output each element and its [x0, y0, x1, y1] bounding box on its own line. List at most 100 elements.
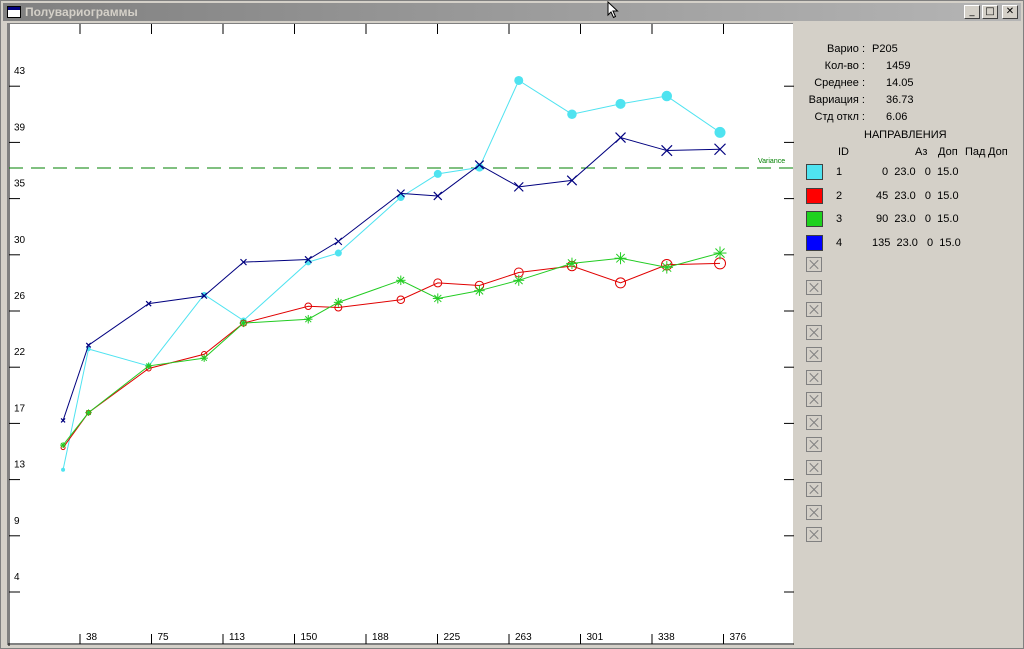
data-point	[396, 189, 405, 198]
data-point	[397, 193, 405, 202]
stat-row: Стд откл : 6.06	[794, 111, 1021, 127]
data-point	[474, 160, 485, 170]
window-controls: _ □ ✕	[964, 5, 1018, 19]
data-point	[615, 98, 626, 109]
maximize-button[interactable]: □	[982, 5, 998, 19]
empty-slot-checkbox[interactable]	[806, 257, 822, 272]
x-tick-label: 75	[158, 632, 170, 643]
data-point	[304, 255, 312, 264]
directions-heading: НАПРАВЛЕНИЯ	[864, 129, 947, 141]
empty-slot-checkbox[interactable]	[806, 437, 822, 452]
data-point	[660, 261, 674, 274]
stat-value: 36.73	[886, 94, 914, 106]
col-header-azimuth: Аз	[915, 146, 928, 158]
direction-row[interactable]: 1 0 23.0 0 15.0	[794, 164, 1021, 182]
direction-params: 45 23.0 0 15.0	[876, 189, 959, 202]
direction-id: 3	[836, 213, 843, 225]
direction-color-swatch[interactable]	[806, 164, 823, 180]
col-header-azimuth-tolerance: Доп	[938, 146, 958, 158]
direction-color-swatch[interactable]	[806, 211, 823, 227]
y-tick-label: 17	[14, 403, 26, 414]
data-point	[61, 467, 66, 472]
data-point	[85, 342, 92, 348]
empty-slot-checkbox[interactable]	[806, 482, 822, 497]
data-point	[661, 90, 673, 102]
empty-slot-checkbox[interactable]	[806, 392, 822, 407]
stat-label: Вариация :	[808, 94, 865, 106]
empty-slot-checkbox[interactable]	[806, 347, 822, 362]
data-point	[85, 409, 92, 416]
data-point	[145, 300, 152, 307]
col-header-id: ID	[838, 146, 849, 158]
close-button[interactable]: ✕	[1002, 5, 1018, 19]
stat-row: Варио : P205	[794, 43, 1021, 59]
empty-slot-checkbox[interactable]	[806, 279, 822, 295]
data-point	[304, 314, 313, 324]
stat-value: 1459	[886, 60, 911, 72]
stat-label: Кол-во :	[824, 60, 865, 72]
data-point	[304, 302, 313, 310]
data-point	[567, 109, 577, 119]
stat-label: Стд откл :	[814, 111, 865, 123]
mouse-cursor-icon	[607, 1, 619, 19]
direction-row[interactable]: 2 45 23.0 0 15.0	[794, 187, 1021, 206]
direction-id: 2	[836, 189, 843, 202]
stat-value: P205	[872, 43, 898, 55]
data-point	[60, 442, 67, 449]
window-icon[interactable]	[7, 6, 21, 18]
empty-slot-checkbox[interactable]	[806, 527, 822, 542]
x-tick-label: 225	[444, 632, 461, 643]
empty-slot-checkbox[interactable]	[806, 302, 822, 317]
data-point	[334, 249, 342, 257]
semivariogram-plot[interactable]: 4 9 13 17 22 26 30 35 39 43 38 75 113 150 188 225 263 301…	[7, 23, 794, 646]
direction-row[interactable]: 3 90 23.0 0 15.0	[794, 211, 1021, 229]
title-bar[interactable]: Полувариограммы _ □ ✕	[3, 3, 1021, 21]
data-point	[396, 295, 406, 305]
empty-slot-checkbox[interactable]	[806, 459, 822, 475]
data-point	[513, 181, 524, 192]
data-point	[475, 163, 484, 172]
x-tick-label: 38	[86, 632, 98, 643]
y-tick-label: 4	[14, 572, 20, 583]
data-point	[432, 293, 443, 304]
x-tick-label: 301	[587, 632, 604, 643]
y-tick-label: 13	[14, 460, 26, 471]
direction-id: 4	[836, 236, 843, 249]
x-tick-label: 376	[730, 632, 747, 643]
series-line-4	[62, 137, 721, 421]
empty-slot-checkbox[interactable]	[806, 369, 822, 385]
data-point	[513, 274, 525, 286]
direction-params: 135 23.0 0 15.0	[872, 236, 961, 249]
data-point	[433, 191, 443, 201]
col-header-dip-tolerance: Доп	[988, 146, 1008, 158]
stat-label: Среднее :	[814, 77, 865, 89]
stat-row: Кол-во : 1459	[794, 60, 1021, 76]
direction-color-swatch[interactable]	[806, 187, 823, 204]
data-point	[714, 143, 726, 156]
x-tick-label: 150	[301, 632, 318, 643]
data-point	[614, 252, 627, 265]
y-tick-label: 22	[14, 347, 26, 358]
x-tick-label: 263	[515, 632, 532, 643]
data-point	[615, 277, 627, 289]
stat-row: Среднее : 14.05	[794, 77, 1021, 93]
minimize-button[interactable]: _	[964, 5, 980, 19]
col-header-dip: Пад	[965, 146, 986, 158]
direction-row[interactable]: 4 135 23.0 0 15.0	[794, 234, 1021, 253]
empty-slot-checkbox[interactable]	[806, 324, 822, 340]
data-point	[239, 319, 248, 328]
data-point	[240, 258, 247, 266]
stat-row: Вариация : 36.73	[794, 94, 1021, 110]
empty-slot-checkbox[interactable]	[806, 414, 822, 430]
data-point	[514, 75, 524, 85]
direction-color-swatch[interactable]	[806, 234, 823, 251]
direction-params: 90 23.0 0 15.0	[876, 213, 959, 225]
data-point	[334, 237, 343, 246]
data-point	[433, 278, 443, 288]
variance-label: Variance	[758, 158, 785, 165]
window-title: Полувариограммы	[25, 5, 138, 19]
empty-slot-checkbox[interactable]	[806, 504, 822, 520]
x-tick-label: 338	[658, 632, 675, 643]
data-point	[713, 246, 727, 260]
